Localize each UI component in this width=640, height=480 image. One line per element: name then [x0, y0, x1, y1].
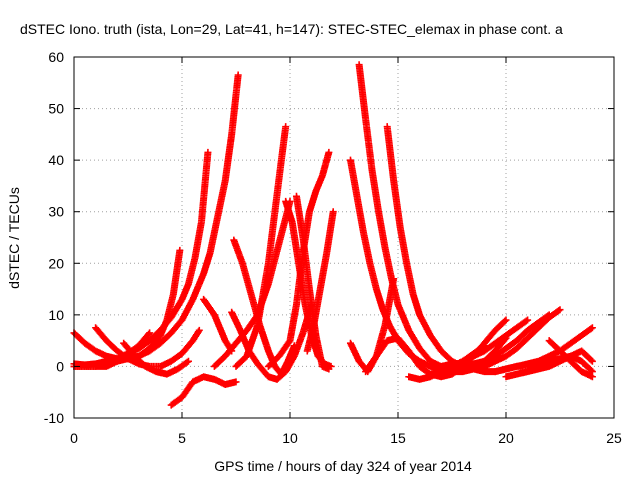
y-tick-label: 40 [48, 152, 64, 168]
chart-title: dSTEC Iono. truth (ista, Lon=29, Lat=41,… [20, 21, 563, 37]
plot-frame [73, 56, 615, 419]
series-markers [491, 352, 596, 376]
series-markers [303, 208, 337, 355]
data-series [120, 339, 192, 378]
x-tick-label: 15 [390, 430, 406, 446]
data-series [167, 373, 240, 409]
y-tick-label: 0 [56, 358, 64, 374]
series-markers [120, 339, 192, 378]
x-tick-label: 25 [606, 430, 622, 446]
data-markers [70, 61, 596, 409]
y-axis-label: dSTEC / TECUs [6, 187, 22, 289]
data-series [200, 295, 236, 355]
series-markers [167, 373, 240, 409]
x-axis-label: GPS time / hours of day 324 of year 2014 [214, 458, 472, 474]
x-tick-label: 0 [70, 430, 78, 446]
y-tick-label: 50 [48, 101, 64, 117]
x-tick-label: 5 [178, 430, 186, 446]
y-tick-label: 20 [48, 255, 64, 271]
data-series [303, 208, 337, 355]
series-markers [200, 295, 236, 355]
y-tick-label: -10 [44, 410, 64, 426]
axis-ticks: 0 5 10 15 20 25 -10 0 10 20 30 40 50 60 [44, 49, 622, 446]
y-tick-label: 30 [48, 204, 64, 220]
y-tick-label: 60 [48, 49, 64, 65]
series-markers [210, 197, 294, 370]
x-tick-label: 10 [282, 430, 298, 446]
x-tick-label: 20 [498, 430, 514, 446]
data-series [426, 311, 553, 378]
data-series [210, 197, 294, 370]
y-tick-label: 10 [48, 307, 64, 323]
data-series [491, 352, 596, 376]
series-markers [426, 311, 553, 378]
